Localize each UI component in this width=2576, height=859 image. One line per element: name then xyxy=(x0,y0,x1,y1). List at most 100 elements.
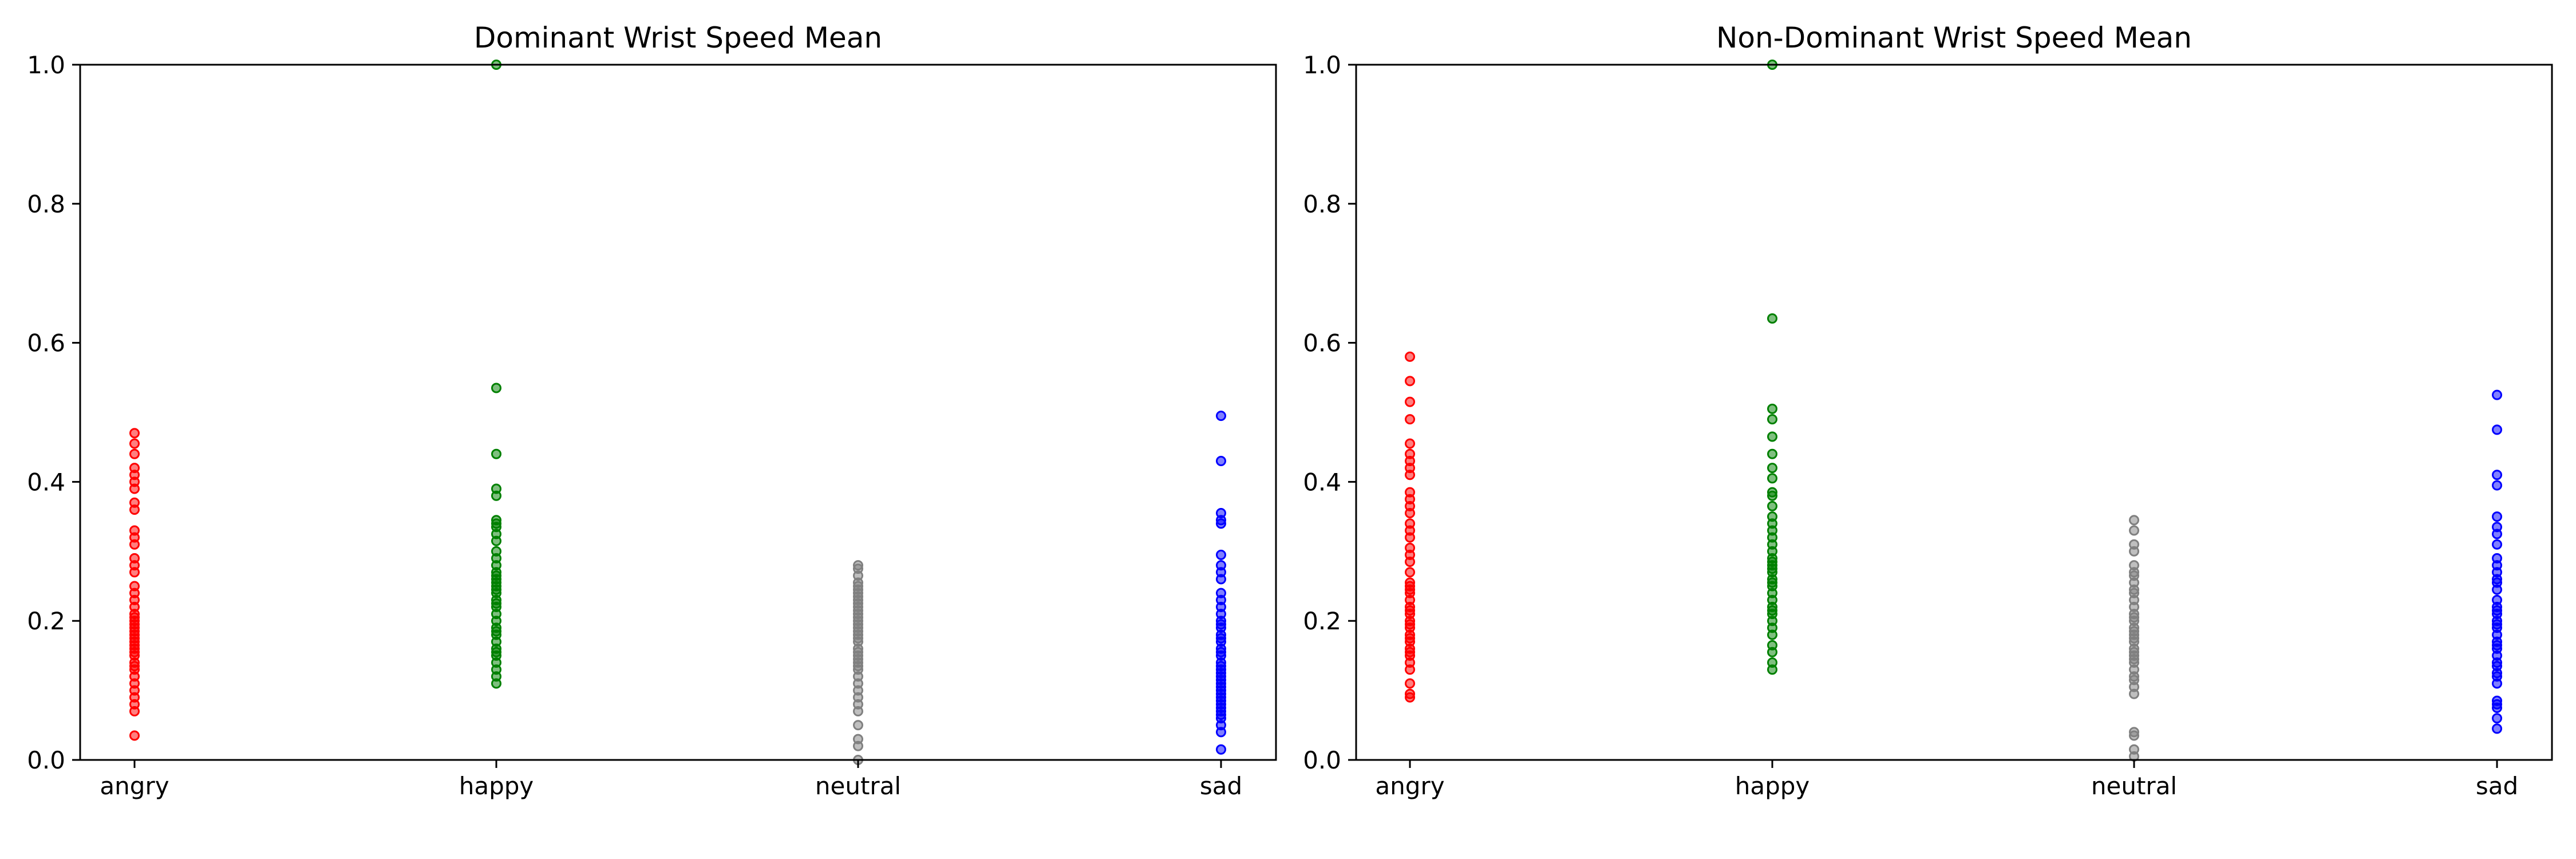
data-point-sad xyxy=(1216,508,1226,518)
data-point-sad xyxy=(2492,553,2502,564)
data-point-angry xyxy=(1405,518,1415,529)
x-tick-label-happy: happy xyxy=(459,772,534,800)
x-tick-label-happy: happy xyxy=(1735,772,1810,800)
data-point-angry xyxy=(1405,396,1415,407)
chart-panel-non-dominant: Non-Dominant Wrist Speed Mean 0.0 0.2 0.4 0.… xyxy=(1303,21,2553,800)
plot-frame xyxy=(1355,64,2553,761)
data-point-sad xyxy=(2492,522,2502,533)
data-point-happy xyxy=(491,383,501,393)
data-point-happy xyxy=(491,448,501,459)
data-point-neutral xyxy=(853,734,863,744)
data-point-sad xyxy=(2492,723,2502,734)
y-tick-label: 0.8 xyxy=(1303,190,1341,218)
x-tick-label-sad: sad xyxy=(2476,772,2518,800)
x-tick-label-neutral: neutral xyxy=(815,772,901,800)
data-point-angry xyxy=(129,428,140,439)
data-point-neutral xyxy=(2129,727,2139,738)
plot-frame xyxy=(79,64,1277,761)
data-point-angry xyxy=(129,497,140,508)
data-point-sad xyxy=(2492,713,2502,724)
y-tick-label: 0.6 xyxy=(1303,329,1341,357)
x-tick-label-sad: sad xyxy=(1200,772,1242,800)
y-tick-label: 0.2 xyxy=(1303,607,1341,635)
data-point-neutral xyxy=(853,560,863,571)
data-point-happy xyxy=(1767,511,1777,522)
chart-panel-dominant: Dominant Wrist Speed Mean 0.0 0.2 0.4 0.6 0.8… xyxy=(27,21,1277,800)
data-point-sad xyxy=(2492,389,2502,400)
data-point-angry xyxy=(1405,577,1415,588)
data-point-angry xyxy=(1405,438,1415,449)
data-point-happy xyxy=(491,546,501,557)
series-neutral xyxy=(2129,515,2139,762)
x-tick-label-angry: angry xyxy=(1375,772,1444,800)
data-point-sad xyxy=(2492,539,2502,550)
data-point-neutral xyxy=(2129,744,2139,755)
chart-title: Non-Dominant Wrist Speed Mean xyxy=(1716,21,2192,54)
data-point-happy xyxy=(1767,313,1777,324)
x-tick-label-angry: angry xyxy=(100,772,169,800)
data-point-angry xyxy=(1405,376,1415,387)
data-point-angry xyxy=(1405,448,1415,459)
data-point-sad xyxy=(2492,695,2502,706)
data-point-happy xyxy=(1767,501,1777,511)
data-point-angry xyxy=(1405,688,1415,699)
data-point-sad xyxy=(1216,456,1226,466)
series-sad xyxy=(1216,411,1226,755)
data-point-happy xyxy=(1767,473,1777,484)
data-point-neutral xyxy=(2129,560,2139,571)
x-tick-label-neutral: neutral xyxy=(2091,772,2177,800)
series-sad xyxy=(2492,389,2502,734)
data-point-happy xyxy=(1767,640,1777,651)
data-point-angry xyxy=(129,581,140,592)
data-point-neutral xyxy=(2129,539,2139,550)
series-angry xyxy=(1405,351,1415,703)
data-point-angry xyxy=(1405,414,1415,425)
data-point-sad xyxy=(1216,549,1226,560)
data-point-happy xyxy=(1767,414,1777,425)
y-tick-label: 1.0 xyxy=(1303,51,1341,79)
series-happy xyxy=(1767,60,1777,675)
data-point-happy xyxy=(491,483,501,494)
y-tick-label: 0.0 xyxy=(27,746,65,774)
data-point-neutral xyxy=(2129,515,2139,526)
data-point-angry xyxy=(129,553,140,564)
data-point-sad xyxy=(2492,480,2502,491)
data-point-sad xyxy=(1216,588,1226,598)
data-point-sad xyxy=(2492,424,2502,435)
data-point-sad xyxy=(1216,744,1226,755)
y-tick-label: 0.6 xyxy=(27,329,65,357)
data-point-angry xyxy=(129,448,140,459)
data-point-sad xyxy=(2492,511,2502,522)
data-point-angry xyxy=(1405,351,1415,362)
data-point-angry xyxy=(129,525,140,536)
y-tick-label: 0.4 xyxy=(1303,468,1341,496)
chart-title: Dominant Wrist Speed Mean xyxy=(474,21,882,54)
y-tick-label: 1.0 xyxy=(27,51,65,79)
data-point-angry xyxy=(129,438,140,449)
data-point-angry xyxy=(1405,487,1415,498)
data-point-sad xyxy=(2492,594,2502,605)
data-point-neutral xyxy=(2129,525,2139,536)
y-tick-label: 0.0 xyxy=(1303,746,1341,774)
data-point-sad xyxy=(2492,470,2502,480)
data-point-angry xyxy=(1405,678,1415,689)
data-point-happy xyxy=(1767,431,1777,442)
data-point-happy xyxy=(1767,403,1777,414)
series-neutral xyxy=(853,560,863,765)
data-point-angry xyxy=(129,463,140,474)
series-happy xyxy=(491,60,501,689)
data-point-happy xyxy=(1767,487,1777,498)
y-tick-label: 0.2 xyxy=(27,607,65,635)
data-point-angry xyxy=(1405,542,1415,553)
data-point-neutral xyxy=(853,720,863,731)
data-point-happy xyxy=(1767,657,1777,668)
data-point-sad xyxy=(1216,411,1226,421)
series-angry xyxy=(129,428,140,741)
data-point-happy xyxy=(1767,448,1777,459)
data-point-angry xyxy=(129,730,140,741)
data-point-sad xyxy=(1216,560,1226,571)
data-point-angry xyxy=(1405,567,1415,578)
y-tick-label: 0.4 xyxy=(27,468,65,496)
